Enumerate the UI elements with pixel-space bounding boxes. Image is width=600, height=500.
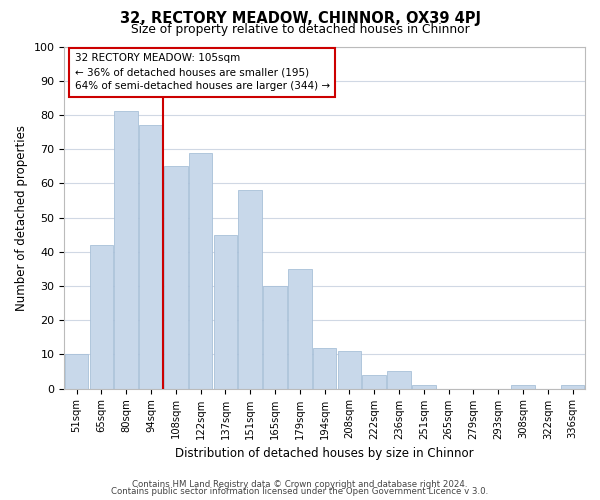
X-axis label: Distribution of detached houses by size in Chinnor: Distribution of detached houses by size … bbox=[175, 447, 474, 460]
Bar bbox=[263, 286, 287, 388]
Bar bbox=[115, 112, 138, 388]
Text: Contains HM Land Registry data © Crown copyright and database right 2024.: Contains HM Land Registry data © Crown c… bbox=[132, 480, 468, 489]
Bar bbox=[362, 375, 386, 388]
Bar bbox=[288, 269, 311, 388]
Bar bbox=[238, 190, 262, 388]
Text: Contains public sector information licensed under the Open Government Licence v : Contains public sector information licen… bbox=[112, 487, 488, 496]
Bar bbox=[387, 372, 411, 388]
Text: Size of property relative to detached houses in Chinnor: Size of property relative to detached ho… bbox=[131, 23, 469, 36]
Bar bbox=[89, 245, 113, 388]
Bar bbox=[511, 385, 535, 388]
Bar bbox=[139, 125, 163, 388]
Bar bbox=[412, 385, 436, 388]
Bar bbox=[164, 166, 188, 388]
Bar bbox=[65, 354, 88, 388]
Bar bbox=[214, 234, 237, 388]
Text: 32 RECTORY MEADOW: 105sqm
← 36% of detached houses are smaller (195)
64% of semi: 32 RECTORY MEADOW: 105sqm ← 36% of detac… bbox=[74, 54, 330, 92]
Bar bbox=[561, 385, 584, 388]
Bar bbox=[189, 152, 212, 388]
Bar bbox=[338, 351, 361, 389]
Bar bbox=[313, 348, 337, 389]
Y-axis label: Number of detached properties: Number of detached properties bbox=[15, 124, 28, 310]
Text: 32, RECTORY MEADOW, CHINNOR, OX39 4PJ: 32, RECTORY MEADOW, CHINNOR, OX39 4PJ bbox=[119, 12, 481, 26]
